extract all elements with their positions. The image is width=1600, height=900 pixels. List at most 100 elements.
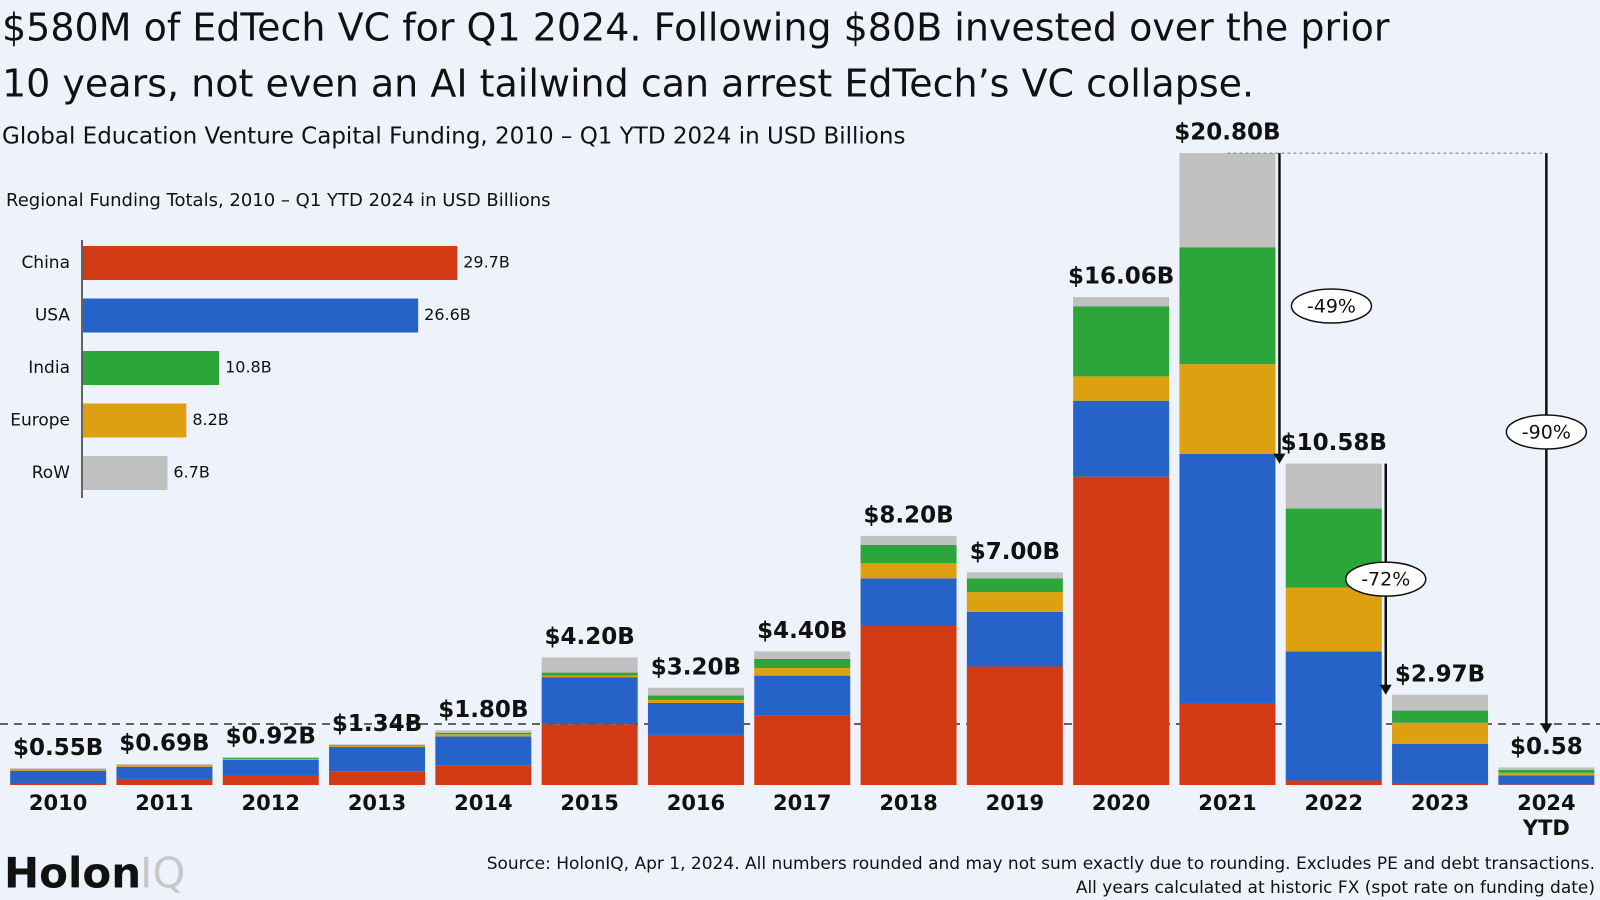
bar-segment <box>1073 297 1170 307</box>
inset-bar <box>83 351 220 385</box>
bar-segment <box>1498 769 1595 773</box>
bar-segment <box>860 578 957 626</box>
annotation-bubble <box>1345 561 1427 597</box>
total-label: $8.20B <box>863 502 953 528</box>
inset-title: Regional Funding Totals, 2010 – Q1 YTD 2… <box>6 190 551 211</box>
inset-category: India <box>28 358 70 378</box>
bar-segment <box>329 747 426 772</box>
bar-segment <box>222 757 319 759</box>
inset-bar <box>83 246 458 280</box>
bar-segment <box>647 687 744 696</box>
bar-segment <box>754 658 851 669</box>
bar-segment <box>222 759 319 775</box>
x-tick-label: 2016 <box>666 791 726 815</box>
bar-segment <box>1392 722 1489 744</box>
x-tick-label: 2018 <box>879 791 938 815</box>
bar-segment <box>541 675 638 678</box>
total-label: $0.92B <box>226 724 316 750</box>
chart-title: $580M of EdTech VC for Q1 2024. Followin… <box>2 6 1390 50</box>
bar-segment <box>116 766 213 779</box>
bar-segment <box>116 778 213 785</box>
x-tick-label: 2023 <box>1410 791 1470 815</box>
bar-segment <box>1392 743 1489 784</box>
x-tick-label: 2020 <box>1091 791 1151 815</box>
annotation: -90% <box>1522 422 1571 444</box>
bar-segment <box>1073 400 1170 477</box>
bar-segment <box>541 657 638 673</box>
bar-segment <box>1073 476 1170 785</box>
bar-segment <box>647 699 744 703</box>
logo: Holon <box>4 849 141 898</box>
inset-value-label: 8.2B <box>192 410 228 429</box>
bar-segment <box>10 769 107 771</box>
bar-segment <box>329 745 426 747</box>
bar-segment <box>860 625 957 785</box>
bar-segment <box>1285 780 1382 785</box>
inset-value-label: 10.8B <box>225 358 272 377</box>
bar-segment <box>1498 767 1595 770</box>
bar-segment <box>1392 783 1489 785</box>
x-tick-label: 2011 <box>135 791 194 815</box>
bar-segment <box>116 765 213 767</box>
bar-segment <box>1073 376 1170 401</box>
bar-segment <box>435 736 532 766</box>
annotation: -49% <box>1307 296 1356 318</box>
total-label: $3.20B <box>651 654 741 680</box>
bar-segment <box>1285 463 1382 509</box>
bar-segment <box>754 668 851 676</box>
total-label: $20.80B <box>1174 120 1280 146</box>
bar-segment <box>116 764 213 766</box>
bar-segment <box>647 734 744 785</box>
bar-segment <box>860 563 957 579</box>
annotation-bubble <box>1505 414 1588 450</box>
x-tick-label: 2019 <box>985 791 1045 815</box>
arrow-head <box>1540 723 1553 734</box>
bar-segment <box>435 734 532 737</box>
inset-bar <box>83 298 419 333</box>
bar-segment <box>541 724 638 785</box>
bar-segment <box>1179 153 1276 248</box>
bar-segment <box>435 732 532 735</box>
total-label: $7.00B <box>970 539 1060 565</box>
total-label: $4.20B <box>545 624 635 650</box>
bar-segment <box>1392 710 1489 723</box>
bar-segment <box>541 677 638 725</box>
inset-value-label: 29.7B <box>463 253 510 272</box>
bar-segment <box>754 715 851 785</box>
chart-title: 10 years, not even an AI tailwind can ar… <box>2 62 1254 106</box>
x-tick-label: 2012 <box>241 791 300 815</box>
total-label: $4.40B <box>757 618 847 644</box>
bar-segment <box>1179 247 1276 365</box>
bar-segment <box>329 771 426 785</box>
x-tick-label: 2021 <box>1198 791 1257 815</box>
bar-segment <box>966 611 1063 667</box>
bar-segment <box>647 695 744 700</box>
bar-segment <box>10 769 107 770</box>
total-label: $0.69B <box>119 731 209 757</box>
source: Source: HolonIQ, Apr 1, 2024. All number… <box>487 854 1595 874</box>
inset-value-label: 6.7B <box>173 463 209 482</box>
bar-segment <box>966 592 1063 612</box>
bar-segment <box>1392 694 1489 711</box>
bar-segment <box>222 758 319 760</box>
logo: IQ <box>140 849 185 898</box>
inset-bar <box>83 403 187 438</box>
bar-segment <box>10 783 107 785</box>
bar-segment <box>435 730 532 733</box>
annotation: -72% <box>1361 569 1410 591</box>
source: All years calculated at historic FX (spo… <box>1076 878 1595 898</box>
inset-category: Europe <box>10 411 70 431</box>
x-tick-label: 2015 <box>560 791 619 815</box>
bar-segment <box>1498 775 1595 785</box>
bar-segment <box>966 578 1063 593</box>
bar-segment <box>1179 702 1276 785</box>
inset-category: China <box>21 253 70 273</box>
x-tick-label: 2024 YTD <box>1517 791 1576 840</box>
bar-segment <box>222 757 319 758</box>
bar-segment <box>435 765 532 785</box>
arrow-head <box>1273 453 1286 464</box>
inset-category: RoW <box>32 463 70 483</box>
total-label: $10.58B <box>1281 430 1387 456</box>
